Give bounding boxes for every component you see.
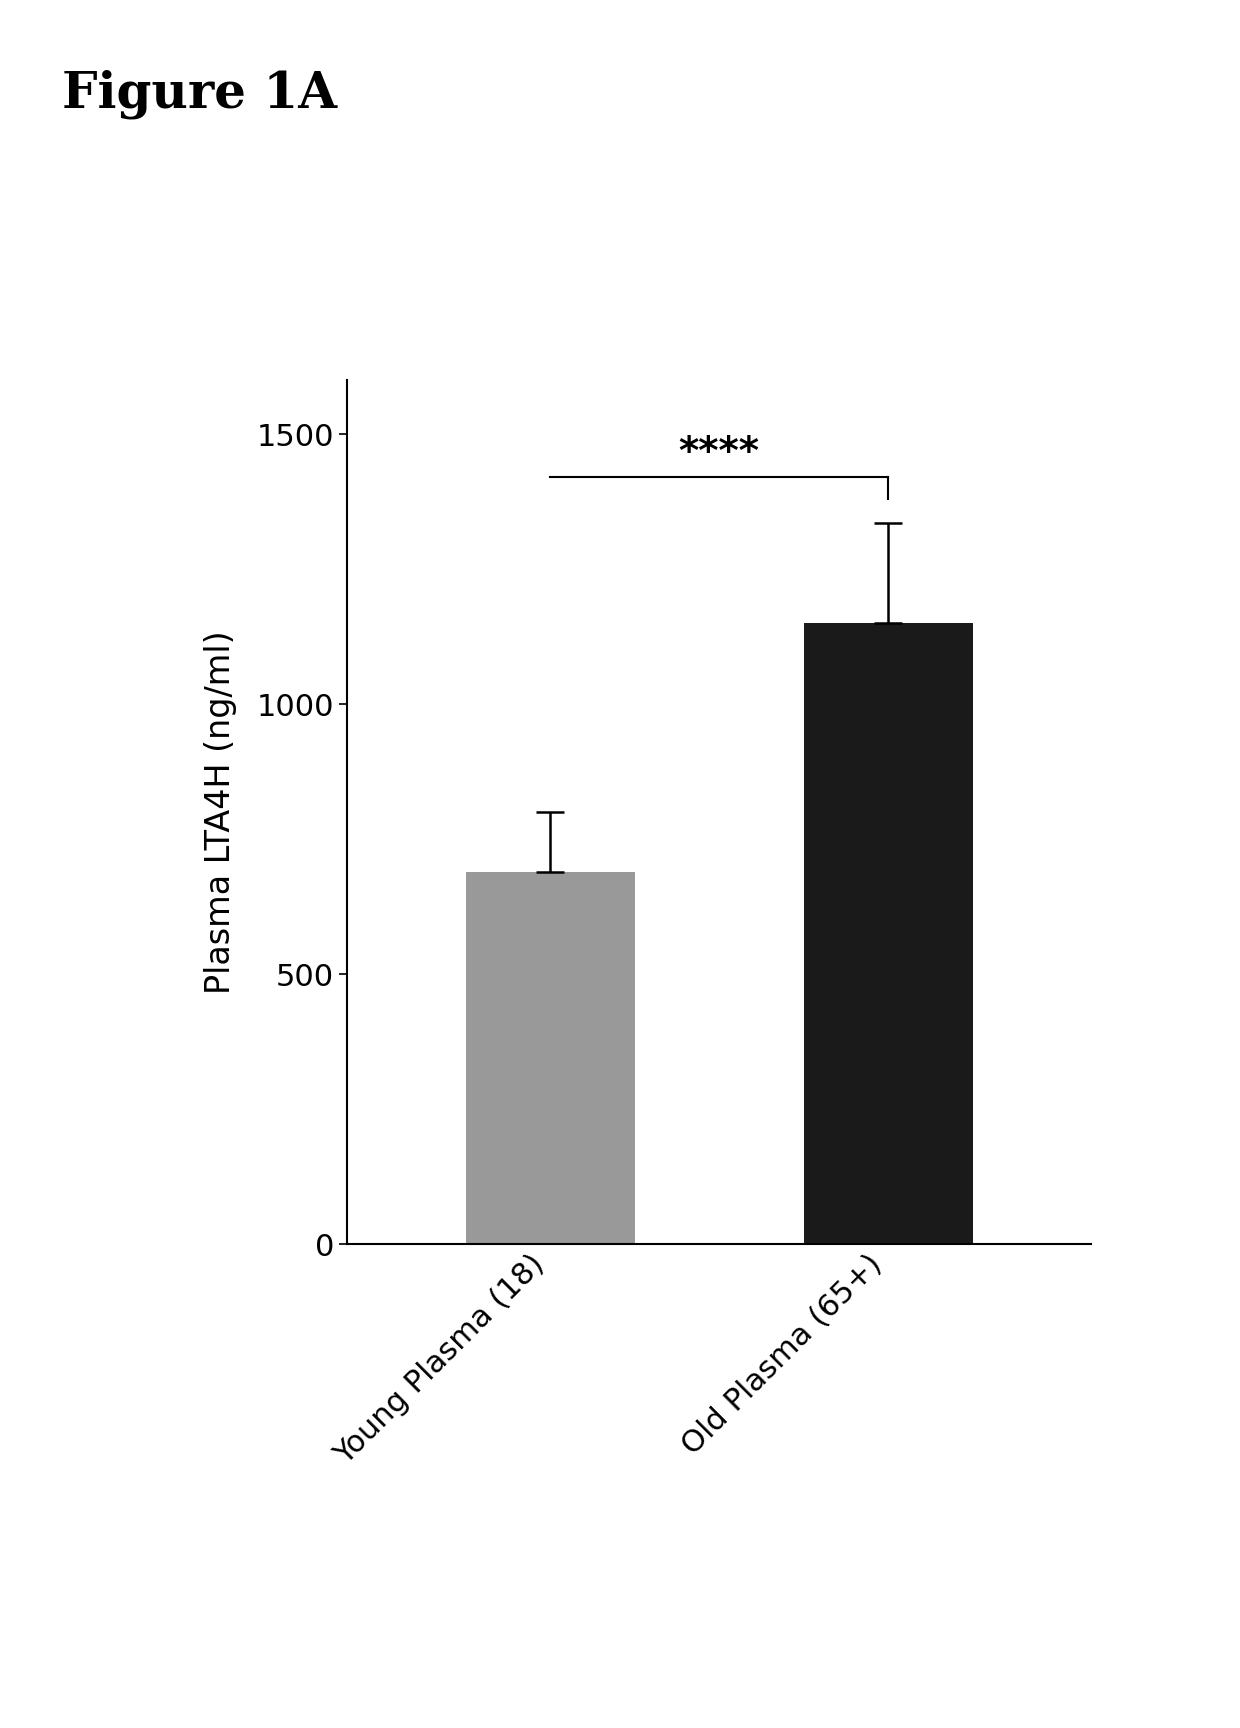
Bar [804, 624, 973, 1244]
Bar [465, 871, 635, 1244]
Text: Figure 1A: Figure 1A [62, 69, 337, 119]
Text: ****: **** [678, 434, 760, 472]
Y-axis label: Plasma LTA4H (ng/ml): Plasma LTA4H (ng/ml) [205, 631, 237, 994]
